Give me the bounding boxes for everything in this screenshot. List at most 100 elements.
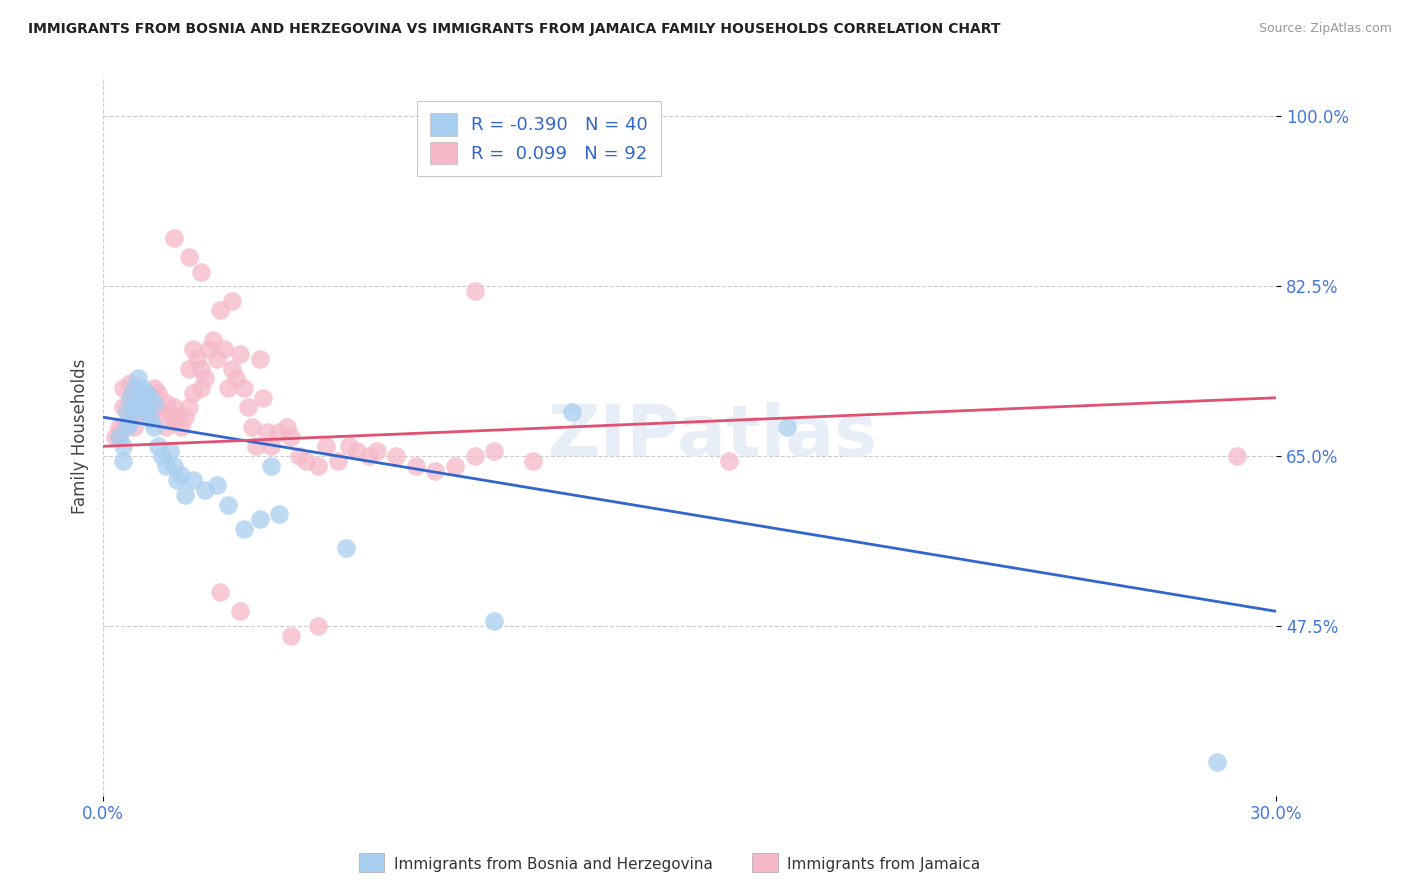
Point — [143, 391, 166, 405]
Point — [111, 401, 134, 415]
Point — [139, 412, 162, 426]
Point — [425, 464, 447, 478]
Point — [162, 458, 184, 473]
Point — [146, 401, 169, 415]
Point — [256, 425, 278, 439]
Point — [717, 454, 740, 468]
Point — [104, 429, 127, 443]
Point — [190, 361, 212, 376]
Point — [249, 351, 271, 366]
Point — [561, 405, 583, 419]
Point — [186, 351, 208, 366]
Point — [162, 415, 184, 429]
Point — [143, 395, 166, 409]
Point — [179, 250, 201, 264]
Point — [146, 385, 169, 400]
Point — [209, 303, 232, 318]
Point — [107, 429, 129, 443]
Point — [280, 629, 302, 643]
Point — [127, 371, 149, 385]
Point — [205, 478, 228, 492]
Point — [115, 415, 138, 429]
Point — [115, 420, 138, 434]
Point — [111, 439, 134, 453]
Point — [776, 420, 799, 434]
Point — [190, 264, 212, 278]
Point — [194, 483, 217, 497]
Point — [221, 293, 243, 308]
Point — [135, 391, 157, 405]
Point — [366, 444, 388, 458]
Legend: R = -0.390   N = 40, R =  0.099   N = 92: R = -0.390 N = 40, R = 0.099 N = 92 — [418, 101, 661, 177]
Point — [107, 429, 129, 443]
Text: Immigrants from Jamaica: Immigrants from Jamaica — [787, 857, 980, 872]
Point — [131, 395, 153, 409]
Point — [444, 458, 467, 473]
Point — [236, 401, 259, 415]
Point — [1226, 449, 1249, 463]
Point — [166, 473, 188, 487]
Point — [159, 444, 181, 458]
Point — [482, 444, 505, 458]
Point — [150, 405, 173, 419]
Point — [135, 405, 157, 419]
Point — [1206, 755, 1229, 769]
Text: ZIPatlas: ZIPatlas — [548, 402, 879, 471]
Point — [181, 385, 204, 400]
Point — [260, 439, 283, 453]
Point — [174, 410, 197, 425]
Point — [170, 468, 193, 483]
Point — [124, 401, 146, 415]
Point — [229, 347, 252, 361]
Text: Immigrants from Bosnia and Herzegovina: Immigrants from Bosnia and Herzegovina — [394, 857, 713, 872]
Point — [124, 405, 146, 419]
Point — [522, 454, 544, 468]
Point — [315, 439, 337, 453]
Point — [115, 405, 138, 419]
Y-axis label: Family Households: Family Households — [72, 359, 89, 515]
Point — [127, 385, 149, 400]
Point — [240, 420, 263, 434]
Point — [225, 371, 247, 385]
Point — [155, 395, 177, 409]
Point — [287, 449, 309, 463]
Point — [174, 488, 197, 502]
Point — [260, 458, 283, 473]
Point — [111, 420, 134, 434]
Point — [139, 410, 162, 425]
Point — [107, 420, 129, 434]
Point — [482, 614, 505, 628]
Point — [135, 385, 157, 400]
Point — [124, 420, 146, 434]
Point — [131, 405, 153, 419]
Point — [307, 619, 329, 633]
Point — [232, 522, 254, 536]
Point — [221, 361, 243, 376]
Point — [280, 429, 302, 443]
Point — [179, 401, 201, 415]
Point — [143, 381, 166, 395]
Point — [179, 361, 201, 376]
Point — [385, 449, 408, 463]
Point — [155, 458, 177, 473]
Point — [120, 376, 142, 391]
Point — [181, 343, 204, 357]
Point — [166, 410, 188, 425]
Point — [159, 405, 181, 419]
Point — [307, 458, 329, 473]
Point — [217, 381, 239, 395]
Point — [357, 449, 380, 463]
Point — [155, 420, 177, 434]
Point — [120, 415, 142, 429]
Point — [127, 401, 149, 415]
Point — [131, 401, 153, 415]
Text: Source: ZipAtlas.com: Source: ZipAtlas.com — [1258, 22, 1392, 36]
Point — [335, 541, 357, 556]
Point — [267, 508, 290, 522]
Point — [131, 381, 153, 395]
Point — [464, 449, 486, 463]
Point — [194, 371, 217, 385]
Point — [205, 351, 228, 366]
Point — [162, 230, 184, 244]
Point — [249, 512, 271, 526]
